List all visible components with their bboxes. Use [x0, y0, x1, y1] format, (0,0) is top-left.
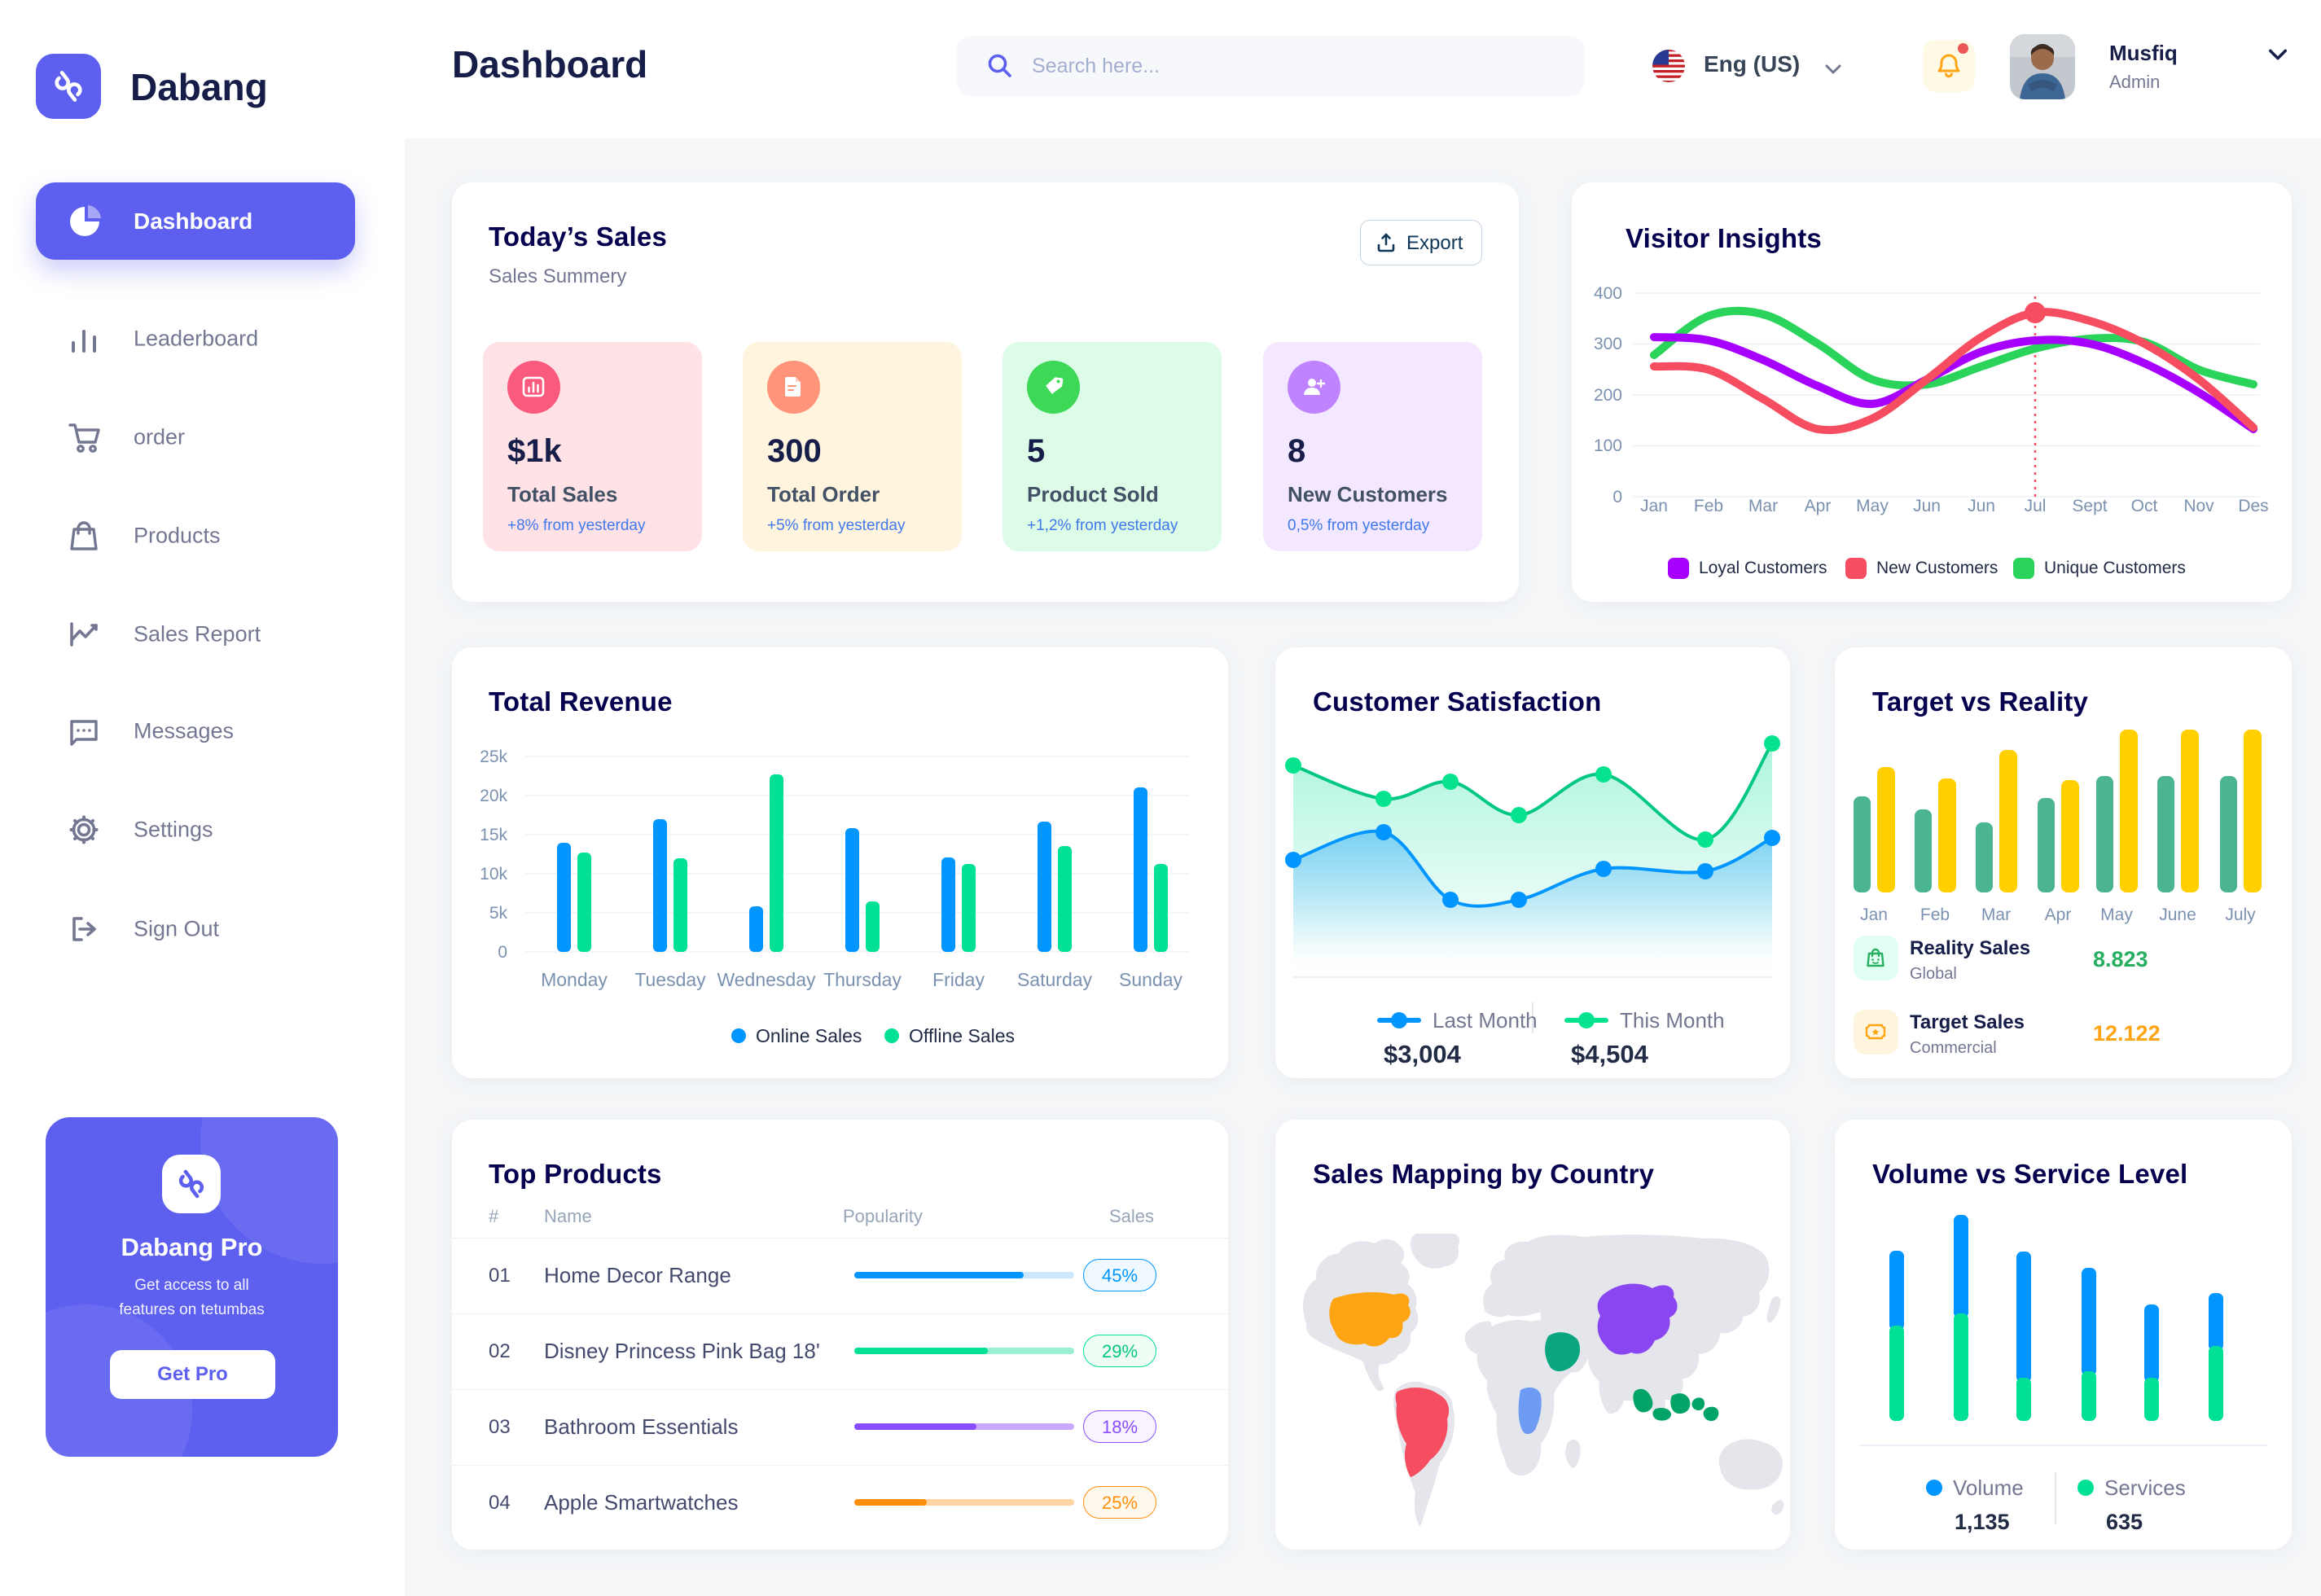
svg-text:Services: Services [2104, 1475, 2186, 1500]
svg-text:300: 300 [1594, 335, 1622, 353]
svg-text:Online Sales: Online Sales [756, 1025, 862, 1046]
svg-text:Oct: Oct [2131, 497, 2158, 515]
svg-text:Unique Customers: Unique Customers [2044, 559, 2186, 577]
svg-text:0: 0 [1612, 488, 1622, 506]
svg-text:5k: 5k [489, 904, 508, 923]
svg-text:10k: 10k [480, 865, 507, 884]
svg-text:July: July [2225, 905, 2256, 924]
svg-text:Jul: Jul [2025, 497, 2047, 515]
svg-text:Jun: Jun [1913, 497, 1941, 515]
svg-text:Offline Sales: Offline Sales [909, 1025, 1015, 1046]
svg-text:20k: 20k [480, 787, 507, 805]
svg-text:Sunday: Sunday [1119, 969, 1183, 990]
svg-text:Last Month: Last Month [1433, 1008, 1538, 1033]
svg-text:June: June [2159, 905, 2196, 924]
svg-text:Wednesday: Wednesday [717, 969, 816, 990]
svg-text:$3,004: $3,004 [1384, 1040, 1462, 1068]
svg-text:635: 635 [2106, 1510, 2143, 1534]
svg-text:15k: 15k [480, 826, 507, 844]
svg-text:Friday: Friday [932, 969, 985, 990]
svg-text:Volume: Volume [1953, 1475, 2024, 1500]
svg-text:Loyal Customers: Loyal Customers [1699, 559, 1827, 577]
svg-text:Tuesday: Tuesday [634, 969, 706, 990]
svg-text:Jan: Jan [1860, 905, 1888, 924]
svg-text:25k: 25k [480, 748, 507, 766]
svg-text:This Month: This Month [1620, 1008, 1725, 1033]
svg-text:400: 400 [1594, 284, 1622, 303]
svg-text:Feb: Feb [1694, 497, 1723, 515]
svg-text:Des: Des [2238, 497, 2268, 515]
svg-text:$4,504: $4,504 [1571, 1040, 1649, 1068]
svg-text:May: May [1856, 497, 1889, 515]
svg-text:Apr: Apr [1805, 497, 1832, 515]
svg-text:New Customers: New Customers [1876, 559, 1998, 577]
svg-text:Mar: Mar [1981, 905, 2011, 924]
svg-text:Mar: Mar [1748, 497, 1778, 515]
svg-text:1,135: 1,135 [1955, 1510, 2010, 1534]
svg-text:Feb: Feb [1920, 905, 1950, 924]
svg-text:May: May [2100, 905, 2133, 924]
svg-text:Jan: Jan [1640, 497, 1668, 515]
svg-text:Thursday: Thursday [823, 969, 902, 990]
svg-text:Apr: Apr [2045, 905, 2072, 924]
svg-text:200: 200 [1594, 386, 1622, 405]
svg-text:Monday: Monday [541, 969, 608, 990]
svg-text:Sept: Sept [2072, 497, 2107, 515]
svg-text:Saturday: Saturday [1017, 969, 1093, 990]
svg-text:100: 100 [1594, 436, 1622, 455]
svg-text:0: 0 [498, 943, 507, 962]
svg-text:Jun: Jun [1968, 497, 1995, 515]
svg-text:Nov: Nov [2183, 497, 2214, 515]
